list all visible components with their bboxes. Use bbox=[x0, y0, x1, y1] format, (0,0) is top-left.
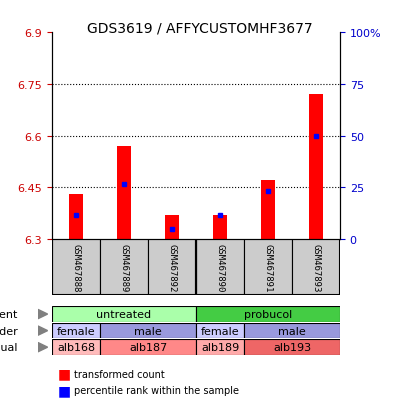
Text: alb168: alb168 bbox=[57, 342, 95, 352]
Text: male: male bbox=[278, 326, 306, 336]
Bar bbox=[52, 240, 196, 295]
Text: ■: ■ bbox=[58, 383, 71, 397]
Bar bbox=[52, 306, 196, 322]
Bar bbox=[52, 240, 100, 295]
Text: alb187: alb187 bbox=[129, 342, 167, 352]
Text: GSM467892: GSM467892 bbox=[168, 243, 176, 292]
Bar bbox=[292, 240, 340, 295]
Bar bbox=[52, 339, 100, 355]
Text: probucol: probucol bbox=[244, 309, 292, 319]
Text: female: female bbox=[201, 326, 239, 336]
Text: agent: agent bbox=[0, 309, 18, 319]
Text: GSM467891: GSM467891 bbox=[264, 243, 272, 292]
Text: male: male bbox=[134, 326, 162, 336]
Bar bbox=[196, 323, 244, 339]
Bar bbox=[100, 240, 148, 295]
Bar bbox=[165, 216, 179, 240]
Text: female: female bbox=[57, 326, 95, 336]
Text: GSM467888: GSM467888 bbox=[72, 243, 80, 292]
Polygon shape bbox=[38, 343, 48, 352]
Text: ■: ■ bbox=[58, 367, 71, 381]
Text: GSM467893: GSM467893 bbox=[312, 243, 320, 292]
Bar bbox=[100, 323, 196, 339]
Polygon shape bbox=[38, 326, 48, 335]
Bar bbox=[196, 306, 340, 322]
Text: individual: individual bbox=[0, 342, 18, 352]
Text: alb193: alb193 bbox=[273, 342, 311, 352]
Text: GDS3619 / AFFYCUSTOMHF3677: GDS3619 / AFFYCUSTOMHF3677 bbox=[87, 21, 313, 36]
Bar bbox=[213, 216, 227, 240]
Bar bbox=[244, 323, 340, 339]
Polygon shape bbox=[38, 310, 48, 319]
Text: GSM467889: GSM467889 bbox=[120, 243, 128, 292]
Bar bbox=[261, 181, 275, 240]
Bar bbox=[117, 147, 131, 240]
Bar bbox=[52, 323, 100, 339]
Text: percentile rank within the sample: percentile rank within the sample bbox=[74, 385, 239, 395]
Bar bbox=[69, 195, 83, 240]
Text: untreated: untreated bbox=[96, 309, 152, 319]
Text: transformed count: transformed count bbox=[74, 369, 165, 379]
Bar bbox=[100, 339, 196, 355]
Bar bbox=[148, 240, 196, 295]
Bar bbox=[309, 95, 323, 240]
Text: GSM467890: GSM467890 bbox=[216, 243, 224, 292]
Bar bbox=[196, 240, 244, 295]
Text: alb189: alb189 bbox=[201, 342, 239, 352]
Text: gender: gender bbox=[0, 326, 18, 336]
Bar bbox=[244, 339, 340, 355]
Bar bbox=[196, 240, 340, 295]
Bar bbox=[244, 240, 292, 295]
Bar bbox=[196, 339, 244, 355]
